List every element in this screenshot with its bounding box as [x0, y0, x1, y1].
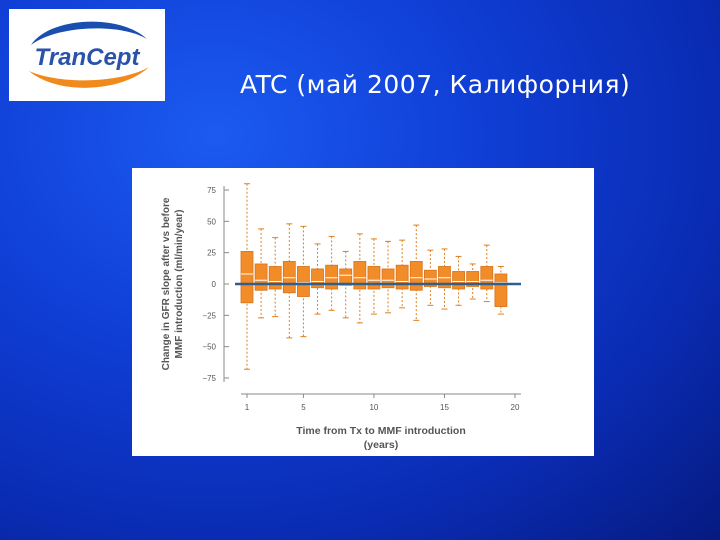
x-axis-label-line2: (years)	[364, 439, 398, 451]
box-iqr	[297, 266, 310, 297]
trancept-logo: TranCept	[9, 9, 165, 101]
y-tick-label: −25	[202, 311, 216, 320]
y-tick-label: −75	[202, 374, 216, 383]
box-iqr	[353, 261, 367, 290]
x-axis-label-line1: Time from Tx to MMF introduction	[296, 425, 466, 437]
box-iqr	[466, 271, 480, 287]
logo-swoosh-blue	[31, 21, 147, 45]
box-iqr	[268, 266, 282, 290]
y-axis-label-line2: MMF introduction (ml/min/year)	[174, 210, 185, 359]
logo-text-part2: Cept	[86, 44, 140, 71]
logo-swoosh-orange	[29, 67, 149, 88]
box-iqr	[480, 266, 494, 290]
y-tick-label: 0	[212, 280, 217, 289]
y-tick-label: 75	[207, 186, 216, 195]
x-tick-label: 1	[245, 403, 250, 412]
box-iqr	[395, 264, 409, 290]
y-axis-label-line1: Change in GFR slope after vs before	[161, 197, 172, 370]
box-iqr	[367, 266, 381, 290]
logo-text: TranCept	[35, 44, 141, 71]
box-iqr	[282, 261, 296, 294]
box-iqr	[325, 264, 339, 290]
y-tick-label: 50	[207, 217, 216, 226]
box-iqr	[240, 251, 254, 304]
x-tick-label: 5	[301, 403, 306, 412]
box-iqr	[254, 263, 268, 291]
box-iqr	[494, 273, 508, 307]
x-tick-label: 20	[511, 403, 520, 412]
x-tick-label: 15	[440, 403, 449, 412]
chart-panel: 75 50 25 0 −25 −50 −75 1 5 10 15 20 Change in GFR sl…	[132, 168, 594, 456]
box-iqr	[452, 271, 465, 290]
slide-title: ATC (май 2007, Калифорния)	[240, 70, 631, 99]
y-tick-label: 25	[207, 249, 216, 258]
box-iqr	[339, 268, 353, 286]
logo-text-part1: Tran	[35, 44, 87, 71]
y-tick-label: −50	[202, 343, 216, 352]
box-iqr	[438, 266, 451, 289]
box-iqr	[423, 269, 437, 287]
x-tick-label: 10	[369, 403, 378, 412]
box-iqr	[409, 261, 423, 291]
logo-graphic: TranCept	[29, 21, 149, 88]
